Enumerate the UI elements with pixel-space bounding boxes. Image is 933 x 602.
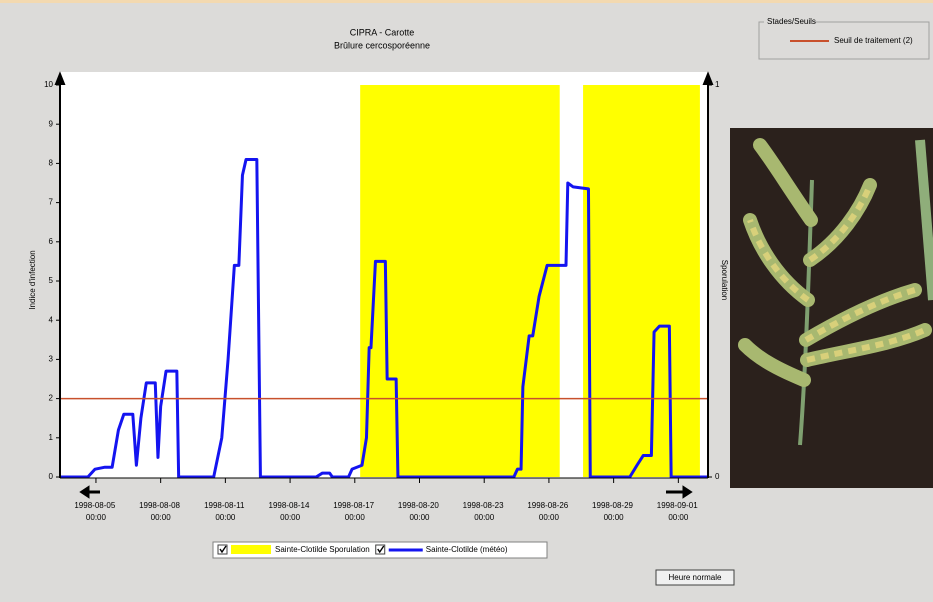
- y-tick-label: 10: [44, 80, 53, 89]
- chart-subtitle: Brûlure cercosporéenne: [334, 40, 430, 50]
- y-tick-label: 8: [49, 159, 54, 168]
- sporulation-band: [360, 85, 560, 477]
- y-tick-label: 2: [49, 394, 54, 403]
- y2-axis-label: Sporulation: [720, 260, 729, 300]
- y2-tick-label: 1: [715, 80, 720, 89]
- y-tick-label: 9: [49, 119, 54, 128]
- chart-title: CIPRA - Carotte: [350, 27, 415, 37]
- y-tick-label: 0: [49, 472, 54, 481]
- button-label[interactable]: Heure normale: [669, 573, 722, 582]
- sporulation-band: [583, 85, 700, 477]
- y-tick-label: 6: [49, 237, 54, 246]
- page: 012345678910011998-08-05 00:001998-08-08…: [0, 0, 933, 602]
- y-axis-label: Indice d'infection: [28, 250, 37, 309]
- top-edge: [0, 0, 933, 3]
- y-tick-label: 5: [49, 276, 54, 285]
- y-tick-label: 3: [49, 355, 54, 364]
- legend-swatch: [231, 545, 271, 554]
- y-tick-label: 7: [49, 198, 54, 207]
- y-tick-label: 4: [49, 315, 54, 324]
- legend: Sainte-Clotilde Sporulation Sainte-Clotil…: [218, 545, 508, 554]
- screen: 012345678910011998-08-05 00:001998-08-08…: [0, 0, 933, 602]
- threshold-legend-title: Stades/Seuils: [767, 17, 816, 26]
- y2-tick-label: 0: [715, 472, 720, 481]
- legend-label: Sainte-Clotilde (météo): [426, 545, 508, 554]
- carrot-leaf-photo: [730, 128, 933, 488]
- legend-label: Sainte-Clotilde Sporulation: [275, 545, 370, 554]
- threshold-legend-label: Seuil de traitement (2): [834, 36, 913, 45]
- y-tick-label: 1: [49, 433, 54, 442]
